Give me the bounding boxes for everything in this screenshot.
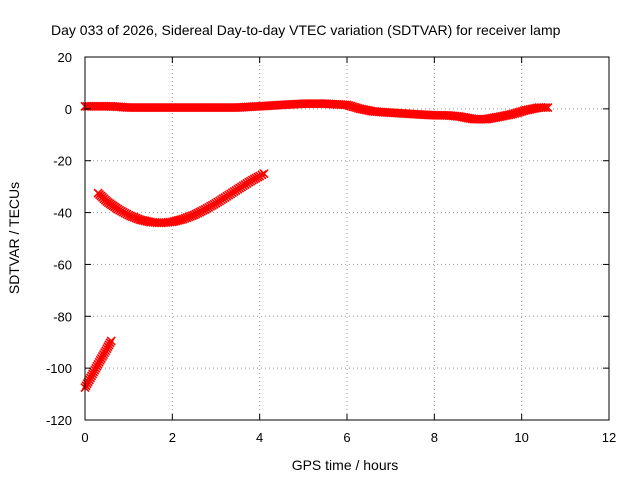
tick-marks: [84, 56, 610, 421]
data-point: [543, 102, 553, 113]
chart-title: Day 033 of 2026, Sidereal Day-to-day VTE…: [51, 22, 561, 38]
data-point: [106, 336, 116, 346]
y-tick-label: -40: [53, 206, 72, 221]
x-axis-label: GPS time / hours: [292, 457, 399, 473]
x-tick-label: 8: [431, 430, 438, 445]
y-tick-labels: 20 0 -20 -40 -60 -80 -100 -120: [46, 50, 72, 428]
x-tick-label: 6: [343, 430, 350, 445]
y-tick-label: -100: [46, 361, 72, 376]
y-tick-label: -60: [53, 257, 72, 272]
x-tick-label: 12: [602, 430, 616, 445]
x-tick-label: 2: [169, 430, 176, 445]
data-point: [259, 169, 269, 179]
y-axis-label: SDTVAR / TECUs: [6, 182, 22, 294]
x-tick-label: 4: [256, 430, 263, 445]
y-tick-label: -80: [53, 309, 72, 324]
y-tick-label: 20: [58, 50, 72, 65]
data-point: [541, 102, 551, 113]
data-points: [80, 99, 553, 393]
x-tick-labels: 0 2 4 6 8 10 12: [81, 430, 616, 445]
y-tick-label: -20: [53, 154, 72, 169]
x-tick-label: 0: [81, 430, 88, 445]
x-tick-label: 10: [514, 430, 528, 445]
y-tick-label: 0: [65, 102, 72, 117]
y-tick-label: -120: [46, 413, 72, 428]
